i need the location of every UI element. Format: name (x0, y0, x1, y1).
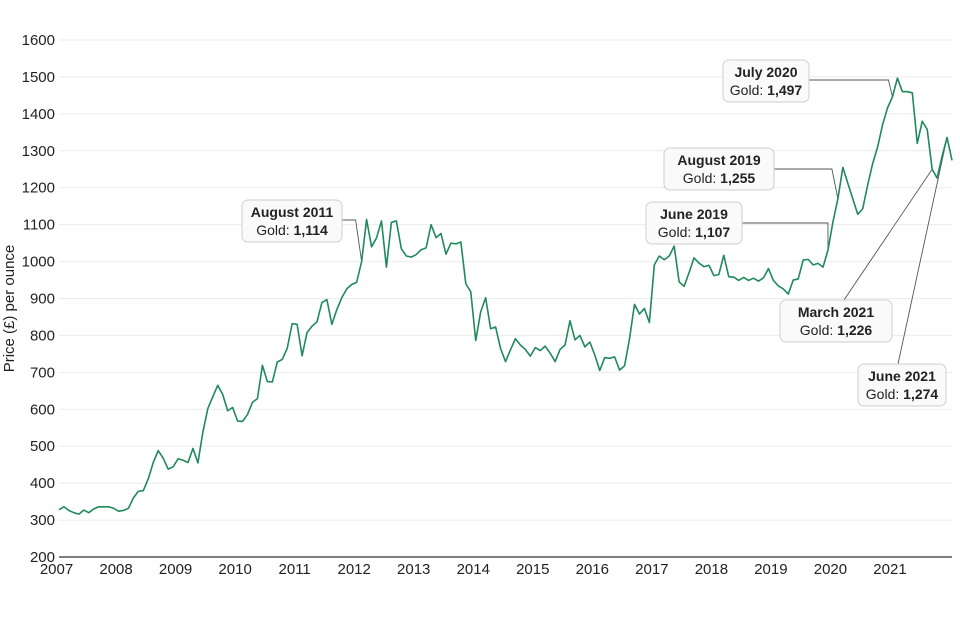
annotation-value-prefix: Gold: (866, 386, 903, 402)
annotation-leader (774, 168, 839, 199)
annotation-value-number: 1,255 (720, 170, 755, 186)
x-tick-label: 2014 (457, 561, 490, 578)
annotation-box (663, 147, 775, 191)
x-tick-label: 2019 (754, 561, 787, 578)
y-tick-label: 300 (30, 512, 55, 529)
y-tick-label: 200 (30, 549, 55, 566)
annotation-value-number: 1,497 (767, 82, 802, 98)
annotation-value-prefix: Gold: (800, 322, 837, 338)
annotation-leader (843, 168, 933, 301)
annotation-value: Gold: 1,114 (256, 222, 328, 238)
y-tick-label: 1400 (22, 106, 55, 123)
x-tick-label: 2008 (99, 561, 132, 578)
annotation-leader (809, 79, 893, 97)
annotation-date: August 2019 (677, 152, 760, 168)
annotation-leader (897, 137, 948, 365)
y-tick-label: 1100 (23, 217, 55, 234)
y-tick-label: 900 (30, 291, 55, 308)
annotation-date: June 2021 (868, 368, 936, 384)
annotation-box (857, 363, 947, 407)
x-tick-label: 2021 (873, 561, 906, 578)
annotation-value: Gold: 1,274 (866, 386, 939, 402)
annotation: August 2011 Gold: 1,114 (241, 199, 343, 243)
annotation-box (241, 199, 343, 243)
annotation: June 2021 Gold: 1,274 (857, 363, 947, 407)
y-tick-label: 400 (30, 475, 55, 492)
x-tick-label: 2010 (218, 561, 251, 578)
annotation-box (722, 59, 810, 103)
x-tick-label: 2018 (695, 561, 728, 578)
annotation-value-prefix: Gold: (683, 170, 720, 186)
y-axis-title: Price (£) per ounce (1, 245, 18, 373)
annotation-date: July 2020 (734, 64, 797, 80)
annotation: August 2019 Gold: 1,255 (663, 147, 775, 191)
annotation-box (779, 299, 893, 343)
annotation-value: Gold: 1,226 (800, 322, 873, 338)
x-tick-label: 2011 (279, 561, 311, 578)
y-tick-label: 1000 (22, 254, 55, 271)
annotation-value: Gold: 1,107 (658, 224, 731, 240)
x-tick-label: 2017 (635, 561, 668, 578)
annotation-date: March 2021 (798, 304, 874, 320)
annotation-leaders (342, 79, 948, 365)
x-axis-ticks: 2007 2008 2009 2010 2011 2012 2013 2014 2015 2016… (40, 561, 907, 578)
x-tick-label: 2013 (397, 561, 430, 578)
x-tick-label: 2015 (516, 561, 549, 578)
annotations: August 2011 Gold: 1,114 July 2020 Gold: 1,4… (241, 59, 947, 407)
x-tick-label: 2020 (814, 561, 847, 578)
annotation-value-prefix: Gold: (658, 224, 695, 240)
series-line-gold (58, 77, 953, 515)
annotation-date: August 2011 (251, 204, 334, 220)
annotation-value: Gold: 1,255 (683, 170, 756, 186)
y-tick-label: 800 (30, 327, 55, 344)
annotation-value-prefix: Gold: (256, 222, 293, 238)
annotation-value-number: 1,114 (294, 222, 328, 238)
annotation-leader (342, 219, 363, 262)
annotation-value-prefix: Gold: (730, 82, 767, 98)
x-tick-label: 2012 (337, 561, 370, 578)
annotation: July 2020 Gold: 1,497 (722, 59, 810, 103)
y-tick-label: 700 (30, 364, 55, 381)
y-tick-label: 1300 (22, 143, 55, 160)
x-tick-label: 2009 (159, 561, 192, 578)
y-tick-label: 500 (30, 438, 55, 455)
annotation-box (645, 201, 743, 245)
y-tick-label: 600 (30, 401, 55, 418)
y-axis-ticks: 200 300 400 500 600 700 800 900 1000 1100 1200 1300… (22, 32, 55, 566)
annotation-date: June 2019 (660, 206, 728, 222)
annotation-value: Gold: 1,497 (730, 82, 803, 98)
x-tick-label: 2016 (576, 561, 609, 578)
annotation: March 2021 Gold: 1,226 (779, 299, 893, 343)
y-tick-label: 1500 (22, 69, 55, 86)
y-tick-label: 1200 (22, 180, 55, 197)
y-tick-label: 1600 (22, 32, 55, 49)
annotation-leader (742, 222, 829, 251)
annotation-value-number: 1,107 (695, 224, 730, 240)
annotation: June 2019 Gold: 1,107 (645, 201, 743, 245)
annotation-value-number: 1,274 (903, 386, 938, 402)
annotation-value-number: 1,226 (837, 322, 872, 338)
x-tick-label: 2007 (40, 561, 73, 578)
